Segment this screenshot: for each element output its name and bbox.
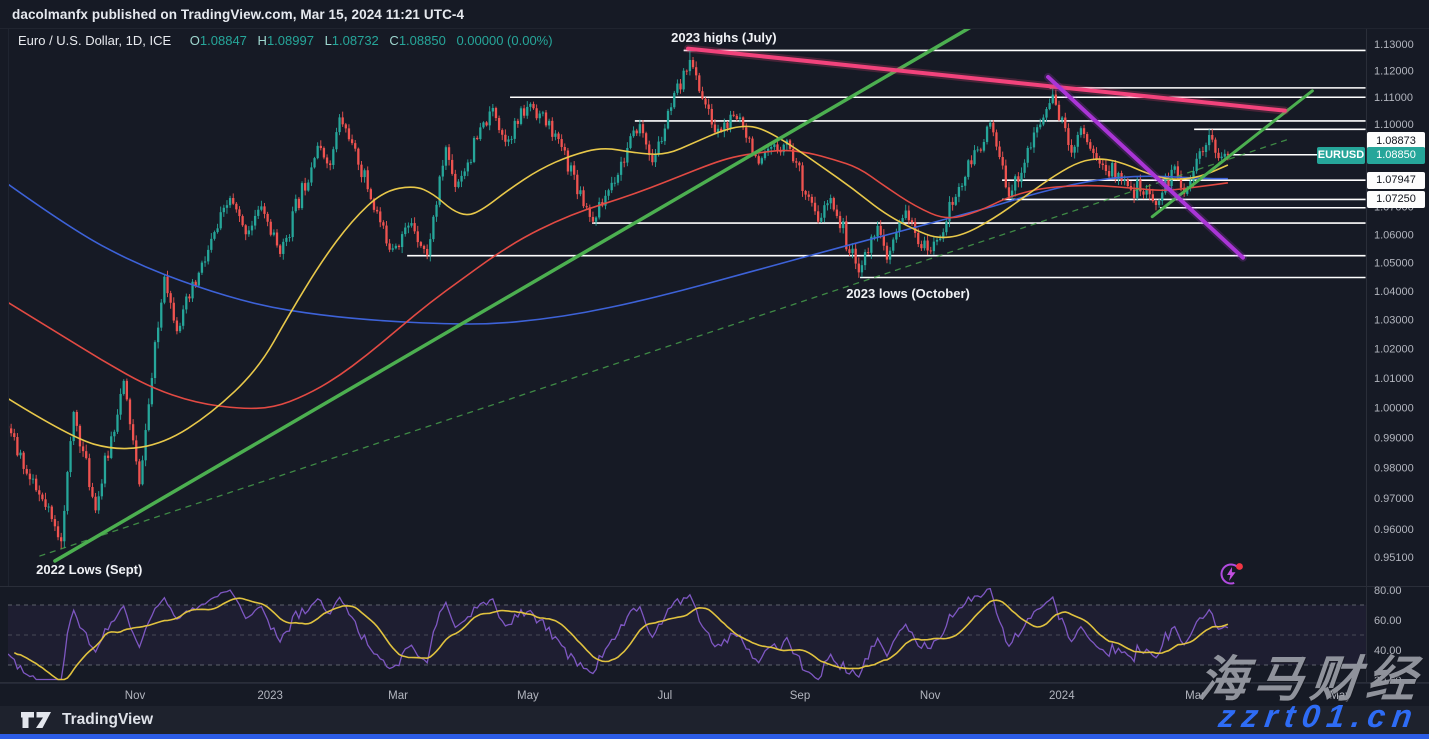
symbol-title: Euro / U.S. Dollar, 1D, ICE [18, 33, 172, 48]
tradingview-logo-icon[interactable] [20, 711, 54, 729]
price-axis-tick: 0.97000 [1374, 493, 1414, 505]
close-value: 1.08850 [398, 33, 446, 48]
price-level-label: 1.07250 [1367, 190, 1425, 208]
chart-annotation[interactable]: 2023 lows (October) [846, 286, 970, 302]
time-axis-label: 2024 [1049, 690, 1075, 702]
symbol-price-tag: EURUSD [1317, 146, 1365, 164]
price-axis-tick: 1.12000 [1374, 66, 1414, 78]
bottom-accent-bar [0, 734, 1429, 739]
rsi-line [8, 588, 1229, 681]
price-axis-tick: 0.98000 [1374, 463, 1414, 475]
price-axis-tick: 1.03000 [1374, 315, 1414, 327]
price-level-label: 1.08873 [1367, 132, 1425, 150]
ma-50-line [8, 125, 1229, 450]
high-label: H [257, 33, 267, 48]
notification-dot [1236, 563, 1243, 570]
ma-100-line [8, 149, 1229, 410]
price-axis-tick: 1.01000 [1374, 373, 1414, 385]
footer-bar: TradingView [0, 706, 1429, 734]
rsi-axis-tick: 80.00 [1374, 585, 1402, 597]
time-axis-label: May [517, 690, 539, 702]
trendline-uptrend-major[interactable] [53, 19, 985, 563]
price-axis-tick: 0.99000 [1374, 432, 1414, 444]
open-label: O [189, 33, 200, 48]
price-axis-tick: 1.06000 [1374, 229, 1414, 241]
trendline-uptrend-dashed[interactable] [39, 138, 1291, 557]
chart-annotation[interactable]: 2023 highs (July) [671, 29, 777, 45]
rsi-ma-line [13, 597, 1229, 681]
price-level-label: 1.08850 [1367, 146, 1425, 164]
low-label: L [324, 33, 332, 48]
price-axis-tick: 1.10000 [1374, 119, 1414, 131]
price-axis-tick: 1.13000 [1374, 39, 1414, 51]
price-axis-tick: 1.02000 [1374, 344, 1414, 356]
ma-200-line [8, 175, 1228, 325]
flash-ring [1220, 563, 1242, 585]
chart-annotation[interactable]: 2022 Lows (Sept) [36, 561, 143, 577]
trendline-downtrend-purple[interactable] [1046, 74, 1245, 260]
candlesticks [8, 50, 1230, 549]
rsi-axis-tick: 60.00 [1374, 615, 1402, 627]
price-axis-tick: 1.05000 [1374, 257, 1414, 269]
time-axis-label: 2023 [257, 690, 283, 702]
time-axis-label: Mar [1185, 690, 1205, 702]
time-axis-label: Mar [388, 690, 408, 702]
price-axis-tick: 1.04000 [1374, 286, 1414, 298]
time-axis-label: Sep [790, 690, 810, 702]
time-axis-label: May [1329, 690, 1351, 702]
rsi-axis-tick: 20.00 [1374, 675, 1402, 687]
horizontal-levels [407, 49, 1366, 279]
price-level-label: 1.07947 [1367, 171, 1425, 189]
low-value: 1.08732 [331, 33, 379, 48]
flash-ideas-icon[interactable] [1218, 560, 1246, 588]
price-axis-tick: 0.95100 [1374, 552, 1414, 564]
time-axis[interactable] [0, 683, 1429, 707]
time-axis-label: Nov [920, 690, 941, 702]
rsi-pane [8, 588, 1366, 681]
time-axis-label: Jul [658, 690, 673, 702]
open-value: 1.08847 [199, 33, 247, 48]
price-axis-tick: 0.96000 [1374, 524, 1414, 536]
publish-info-text: dacolmanfx published on TradingView.com,… [12, 6, 465, 22]
rsi-axis-tick: 40.00 [1374, 645, 1402, 657]
time-axis-label: Nov [125, 690, 146, 702]
trendline-downtrend-pink[interactable] [686, 46, 1287, 113]
lightning-bolt-icon [1227, 567, 1236, 581]
change-value: 0.00000 (0.00%) [456, 33, 553, 48]
watermark-url: zzrt01.cn [1216, 698, 1422, 734]
tradingview-logo-text[interactable]: TradingView [62, 711, 154, 728]
publish-info-bar: dacolmanfx published on TradingView.com,… [0, 0, 1429, 29]
high-value: 1.08997 [266, 33, 314, 48]
price-axis-tick: 1.00000 [1374, 403, 1414, 415]
price-axis-tick: 1.11000 [1374, 92, 1413, 104]
close-label: C [389, 33, 399, 48]
ohlc-readout[interactable]: Euro / U.S. Dollar, 1D, ICE O1.08847 H1.… [18, 33, 553, 48]
main-pane [8, 19, 1366, 563]
